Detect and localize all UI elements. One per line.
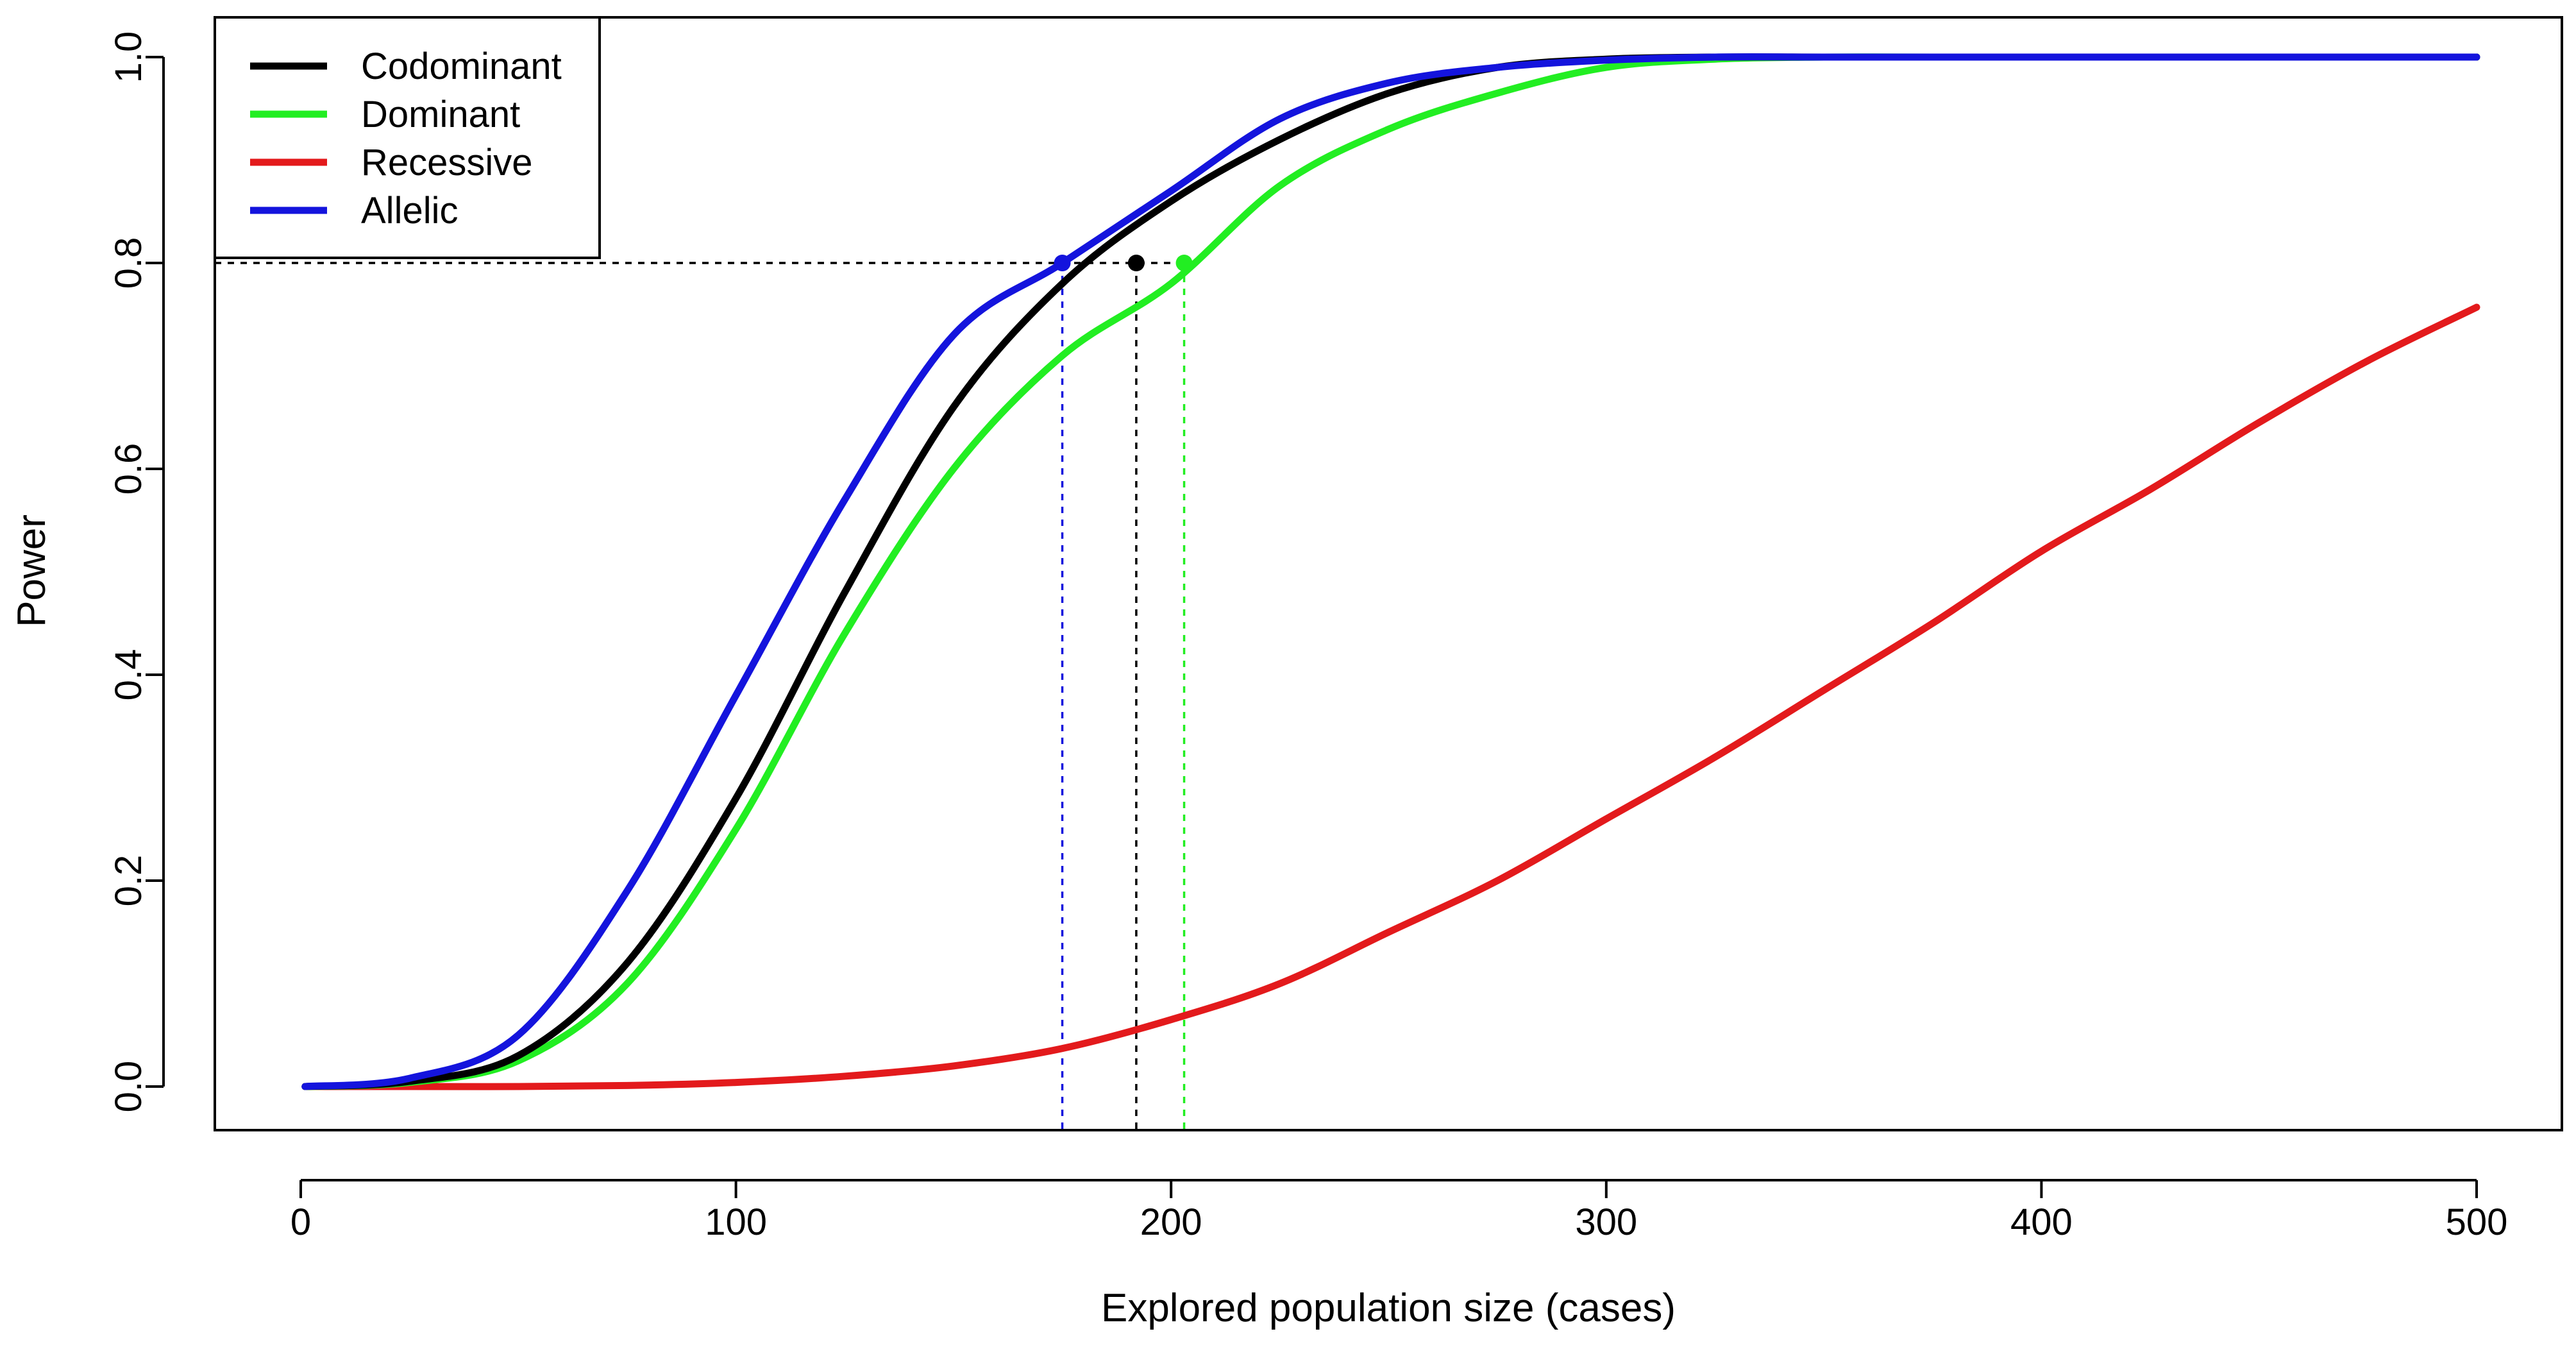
y-axis: 0.0 0.2 0.4 0.6 0.8 1.0	[108, 31, 165, 1113]
x-axis: 0 100 200 300 400 500	[290, 1179, 2508, 1243]
x-tick-label: 200	[1140, 1201, 1202, 1243]
series-line-recessive	[301, 303, 2480, 1090]
x-tick-label: 500	[2446, 1201, 2508, 1243]
x-axis-title: Explored population size (cases)	[1101, 1286, 1676, 1330]
legend-label-dominant: Dominant	[361, 94, 520, 135]
legend-label-recessive: Recessive	[361, 142, 533, 183]
x-tick-label: 0	[290, 1201, 311, 1243]
x-tick-label: 300	[1575, 1201, 1637, 1243]
threshold-point-codominant	[1127, 255, 1145, 271]
legend-box	[214, 16, 601, 259]
x-tick-label: 400	[2010, 1201, 2073, 1243]
threshold-markers	[1054, 255, 1193, 271]
threshold-point-dominant	[1175, 255, 1193, 271]
y-tick-label: 0.2	[108, 855, 149, 907]
x-tick-label: 100	[705, 1201, 767, 1243]
series-lines	[301, 53, 2480, 1090]
reference-lines	[215, 262, 1186, 1130]
y-tick-label: 1.0	[108, 31, 149, 83]
y-tick-label: 0.8	[108, 237, 149, 289]
legend-label-allelic: Allelic	[361, 190, 459, 232]
series-line-allelic	[301, 53, 2480, 1090]
legend: Codominant Dominant Recessive Allelic	[214, 16, 601, 259]
y-tick-label: 0.6	[108, 443, 149, 495]
threshold-point-allelic	[1054, 255, 1071, 271]
legend-label-codominant: Codominant	[361, 46, 562, 87]
y-tick-label: 0.0	[108, 1061, 149, 1113]
y-tick-label: 0.4	[108, 649, 149, 701]
plot-frame	[214, 16, 2563, 1131]
y-axis-title: Power	[10, 514, 54, 627]
